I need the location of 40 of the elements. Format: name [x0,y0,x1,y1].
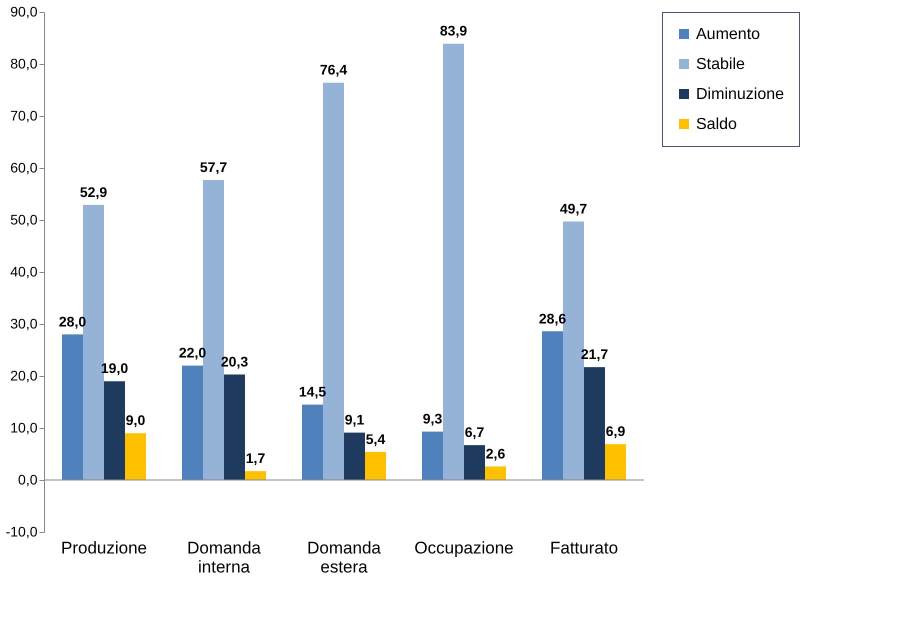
data-label: 6,9 [606,423,626,440]
data-label: 21,7 [580,346,608,362]
y-tick-label: 60,0 [10,160,38,176]
legend-label: Saldo [696,116,738,133]
y-tick-label: 80,0 [10,56,38,72]
data-label: 28,6 [538,310,566,326]
data-label: 9,3 [422,410,442,427]
data-label: 20,3 [220,353,248,370]
y-tick-label: -10,0 [6,524,38,540]
data-label: 19,0 [100,360,128,376]
y-tick-label: 10,0 [10,420,38,436]
x-tick-label: Produzione [60,538,148,558]
legend-label: Aumento [696,26,760,43]
y-tick-label: 20,0 [10,368,38,384]
data-label: 5,4 [366,430,386,447]
data-label: 9,1 [344,412,364,428]
y-tick-label: 70,0 [10,108,38,124]
y-tick-label: 40,0 [10,264,38,280]
x-tick-label: Domanda estera [307,538,382,576]
data-label: 22,0 [178,344,206,361]
y-tick-label: 0,0 [18,472,38,488]
x-tick-label: Fatturato [550,538,618,558]
x-tick-label: Domanda interna [187,538,262,576]
y-tick-label: 30,0 [10,316,38,332]
data-label: 28,0 [58,313,86,330]
data-label: 14,5 [298,384,326,400]
data-label: 57,7 [200,158,228,175]
y-tick-label: 90,0 [10,4,38,20]
data-label: 52,9 [80,184,108,200]
data-label: 76,4 [320,62,348,78]
data-label: 2,6 [486,445,506,462]
data-label: 6,7 [464,424,484,440]
legend-label: Stabile [696,56,746,73]
data-label: 49,7 [560,200,588,217]
data-label: 83,9 [440,22,468,39]
data-label: 1,7 [246,450,266,466]
legend-label: Diminuzione [696,86,784,103]
y-tick-label: 50,0 [10,212,38,228]
x-tick-label: Occupazione [414,538,514,558]
data-label: 9,0 [126,412,146,428]
